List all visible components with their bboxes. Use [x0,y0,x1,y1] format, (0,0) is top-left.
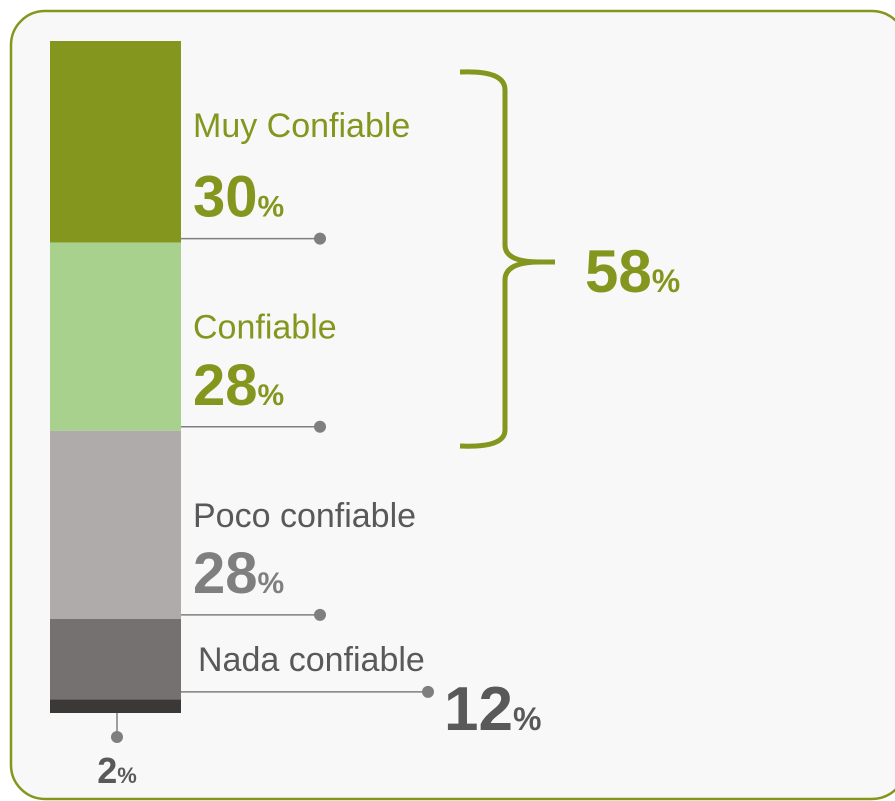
leader-dot [111,731,123,743]
bracket-label: 58% [585,238,680,305]
bar-segment [50,430,181,619]
value-label: 28% [193,541,284,606]
bar-segment [50,699,181,713]
card [9,9,895,801]
category-label: Poco confiable [193,497,416,535]
value-label: 12% [444,675,541,744]
bar-segment [50,41,181,243]
bar-segment [50,618,181,700]
category-label: Muy Confiable [193,107,410,145]
value-label: 2% [97,750,137,791]
category-label: Nada confiable [198,641,425,679]
leader-dot [314,608,326,621]
bracket [459,69,555,449]
value-label: 28% [193,353,284,418]
leader-dot [314,232,326,245]
bar-segment [50,242,181,431]
value-label: 30% [193,165,284,230]
leader-dot [422,685,434,698]
category-label: Confiable [193,309,337,347]
leader-dot [314,420,326,433]
